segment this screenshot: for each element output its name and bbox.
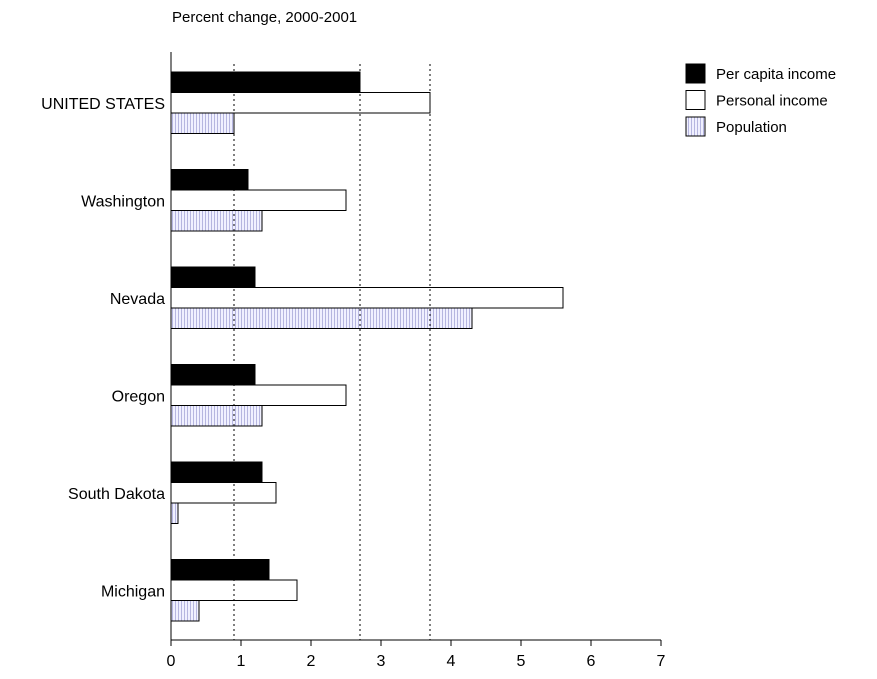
- category-label: Nevada: [110, 291, 165, 308]
- bar-population: [170, 405, 263, 427]
- chart-title: Percent change, 2000-2001: [172, 9, 358, 26]
- category-label: Oregon: [112, 388, 165, 405]
- legend-swatch-personal-income: [685, 90, 706, 110]
- x-tick-label: 3: [377, 653, 386, 670]
- x-tick-label: 7: [657, 653, 666, 670]
- legend-label-personal-income: Personal income: [716, 93, 828, 110]
- bar-personal-income: [170, 287, 564, 309]
- category-label: Michigan: [101, 583, 165, 600]
- bar-personal-income: [170, 189, 347, 211]
- bar-personal-income: [170, 482, 277, 504]
- legend-label-population: Population: [716, 119, 787, 136]
- x-tick-label: 5: [517, 653, 526, 670]
- bar-per-capita-income: [170, 169, 249, 191]
- bar-personal-income: [170, 384, 347, 406]
- bar-population: [170, 307, 473, 329]
- x-tick-label: 6: [587, 653, 596, 670]
- x-tick-label: 4: [447, 653, 456, 670]
- bar-per-capita-income: [170, 364, 256, 386]
- bar-per-capita-income: [170, 461, 263, 483]
- legend-swatch-population: [685, 116, 706, 137]
- x-tick-label: 1: [237, 653, 246, 670]
- category-label: UNITED STATES: [41, 96, 165, 113]
- x-tick-label: 0: [167, 653, 176, 670]
- bar-per-capita-income: [170, 266, 256, 288]
- legend-label-per-capita-income: Per capita income: [716, 66, 836, 83]
- legend-swatch-per-capita-income: [685, 63, 706, 84]
- bar-population: [170, 210, 263, 232]
- bar-population: [170, 600, 200, 622]
- category-label: South Dakota: [68, 486, 165, 503]
- bar-population: [170, 112, 235, 134]
- bar-population: [170, 502, 179, 524]
- x-tick-label: 2: [307, 653, 316, 670]
- bar-personal-income: [170, 92, 431, 114]
- bar-per-capita-income: [170, 559, 270, 581]
- bar-per-capita-income: [170, 71, 361, 93]
- category-label: Washington: [81, 193, 165, 210]
